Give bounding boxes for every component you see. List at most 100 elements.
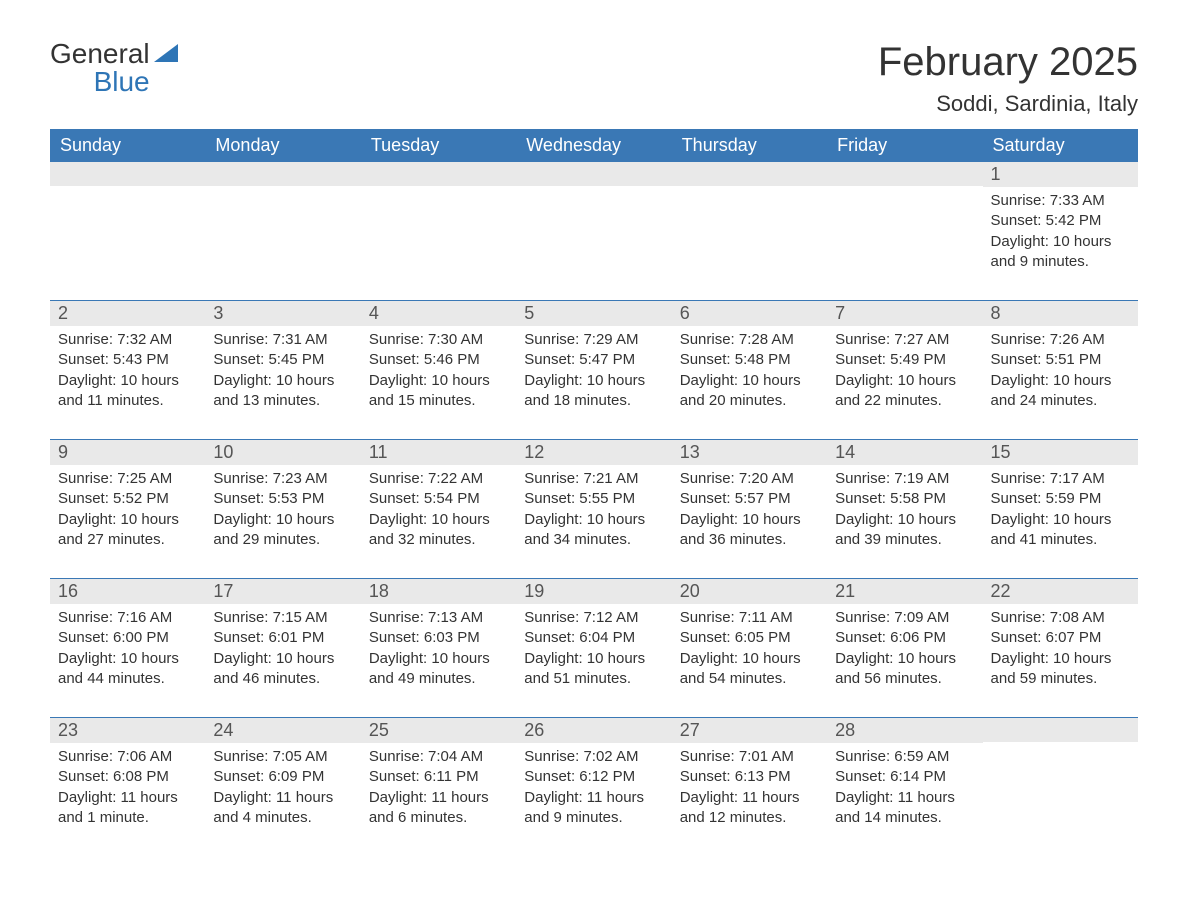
daylight-text: Daylight: 10 hours and 56 minutes. (835, 649, 974, 690)
day-details: Sunrise: 7:08 AMSunset: 6:07 PMDaylight:… (983, 604, 1138, 695)
daylight-text: Daylight: 10 hours and 46 minutes. (213, 649, 352, 690)
day-details: Sunrise: 7:30 AMSunset: 5:46 PMDaylight:… (361, 326, 516, 417)
day-details: Sunrise: 7:01 AMSunset: 6:13 PMDaylight:… (672, 743, 827, 834)
sunset-text: Sunset: 6:11 PM (369, 767, 508, 787)
daylight-text: Daylight: 10 hours and 54 minutes. (680, 649, 819, 690)
day-number: 19 (516, 579, 671, 604)
day-number: 17 (205, 579, 360, 604)
sunset-text: Sunset: 5:46 PM (369, 350, 508, 370)
daylight-text: Daylight: 11 hours and 6 minutes. (369, 788, 508, 829)
day-details: Sunrise: 7:12 AMSunset: 6:04 PMDaylight:… (516, 604, 671, 695)
day-number: 16 (50, 579, 205, 604)
day-number: 21 (827, 579, 982, 604)
day-number: 20 (672, 579, 827, 604)
sunrise-text: Sunrise: 7:33 AM (991, 191, 1130, 211)
daylight-text: Daylight: 10 hours and 15 minutes. (369, 371, 508, 412)
daylight-text: Daylight: 10 hours and 27 minutes. (58, 510, 197, 551)
day-details: Sunrise: 7:05 AMSunset: 6:09 PMDaylight:… (205, 743, 360, 834)
sunrise-text: Sunrise: 7:02 AM (524, 747, 663, 767)
day-cell: 10Sunrise: 7:23 AMSunset: 5:53 PMDayligh… (205, 440, 360, 556)
day-cell: 3Sunrise: 7:31 AMSunset: 5:45 PMDaylight… (205, 301, 360, 417)
sunset-text: Sunset: 5:52 PM (58, 489, 197, 509)
day-cell: 19Sunrise: 7:12 AMSunset: 6:04 PMDayligh… (516, 579, 671, 695)
daylight-text: Daylight: 10 hours and 49 minutes. (369, 649, 508, 690)
sunrise-text: Sunrise: 7:08 AM (991, 608, 1130, 628)
sunrise-text: Sunrise: 7:30 AM (369, 330, 508, 350)
sunrise-text: Sunrise: 7:13 AM (369, 608, 508, 628)
day-number: 27 (672, 718, 827, 743)
day-cell: 22Sunrise: 7:08 AMSunset: 6:07 PMDayligh… (983, 579, 1138, 695)
sunrise-text: Sunrise: 7:26 AM (991, 330, 1130, 350)
day-cell: 20Sunrise: 7:11 AMSunset: 6:05 PMDayligh… (672, 579, 827, 695)
sunrise-text: Sunrise: 6:59 AM (835, 747, 974, 767)
daylight-text: Daylight: 10 hours and 51 minutes. (524, 649, 663, 690)
sunrise-text: Sunrise: 7:09 AM (835, 608, 974, 628)
day-number: 5 (516, 301, 671, 326)
day-number: 7 (827, 301, 982, 326)
daylight-text: Daylight: 11 hours and 4 minutes. (213, 788, 352, 829)
day-cell: 9Sunrise: 7:25 AMSunset: 5:52 PMDaylight… (50, 440, 205, 556)
weeks-container: 1Sunrise: 7:33 AMSunset: 5:42 PMDaylight… (50, 162, 1138, 834)
day-details: Sunrise: 7:33 AMSunset: 5:42 PMDaylight:… (983, 187, 1138, 278)
day-details: Sunrise: 7:13 AMSunset: 6:03 PMDaylight:… (361, 604, 516, 695)
sunrise-text: Sunrise: 7:15 AM (213, 608, 352, 628)
day-number: 18 (361, 579, 516, 604)
sunset-text: Sunset: 5:45 PM (213, 350, 352, 370)
day-details: Sunrise: 7:23 AMSunset: 5:53 PMDaylight:… (205, 465, 360, 556)
day-cell: 25Sunrise: 7:04 AMSunset: 6:11 PMDayligh… (361, 718, 516, 834)
sunrise-text: Sunrise: 7:16 AM (58, 608, 197, 628)
day-cell-empty (205, 162, 360, 278)
brand-logo: General Blue (50, 40, 178, 96)
day-cell-empty (983, 718, 1138, 834)
day-cell: 12Sunrise: 7:21 AMSunset: 5:55 PMDayligh… (516, 440, 671, 556)
day-number: 14 (827, 440, 982, 465)
sunrise-text: Sunrise: 7:17 AM (991, 469, 1130, 489)
daylight-text: Daylight: 10 hours and 11 minutes. (58, 371, 197, 412)
weekday-header-row: SundayMondayTuesdayWednesdayThursdayFrid… (50, 129, 1138, 162)
day-number (205, 162, 360, 186)
day-details: Sunrise: 7:19 AMSunset: 5:58 PMDaylight:… (827, 465, 982, 556)
daylight-text: Daylight: 10 hours and 24 minutes. (991, 371, 1130, 412)
sunrise-text: Sunrise: 7:01 AM (680, 747, 819, 767)
daylight-text: Daylight: 10 hours and 34 minutes. (524, 510, 663, 551)
sunset-text: Sunset: 5:58 PM (835, 489, 974, 509)
day-cell: 5Sunrise: 7:29 AMSunset: 5:47 PMDaylight… (516, 301, 671, 417)
day-details: Sunrise: 7:31 AMSunset: 5:45 PMDaylight:… (205, 326, 360, 417)
day-cell: 27Sunrise: 7:01 AMSunset: 6:13 PMDayligh… (672, 718, 827, 834)
day-details: Sunrise: 7:16 AMSunset: 6:00 PMDaylight:… (50, 604, 205, 695)
week-row: 23Sunrise: 7:06 AMSunset: 6:08 PMDayligh… (50, 717, 1138, 834)
sunset-text: Sunset: 6:12 PM (524, 767, 663, 787)
day-number: 1 (983, 162, 1138, 187)
sunset-text: Sunset: 6:05 PM (680, 628, 819, 648)
day-cell: 28Sunrise: 6:59 AMSunset: 6:14 PMDayligh… (827, 718, 982, 834)
sunset-text: Sunset: 5:54 PM (369, 489, 508, 509)
sunset-text: Sunset: 5:55 PM (524, 489, 663, 509)
daylight-text: Daylight: 10 hours and 41 minutes. (991, 510, 1130, 551)
day-cell-empty (361, 162, 516, 278)
day-number: 8 (983, 301, 1138, 326)
sunset-text: Sunset: 6:13 PM (680, 767, 819, 787)
day-cell: 17Sunrise: 7:15 AMSunset: 6:01 PMDayligh… (205, 579, 360, 695)
day-number: 23 (50, 718, 205, 743)
day-cell: 14Sunrise: 7:19 AMSunset: 5:58 PMDayligh… (827, 440, 982, 556)
day-details: Sunrise: 7:32 AMSunset: 5:43 PMDaylight:… (50, 326, 205, 417)
sunset-text: Sunset: 6:03 PM (369, 628, 508, 648)
week-row: 9Sunrise: 7:25 AMSunset: 5:52 PMDaylight… (50, 439, 1138, 556)
month-title: February 2025 (878, 40, 1138, 85)
sunrise-text: Sunrise: 7:31 AM (213, 330, 352, 350)
sunset-text: Sunset: 5:59 PM (991, 489, 1130, 509)
location-label: Soddi, Sardinia, Italy (878, 91, 1138, 117)
sunset-text: Sunset: 5:49 PM (835, 350, 974, 370)
day-details: Sunrise: 7:15 AMSunset: 6:01 PMDaylight:… (205, 604, 360, 695)
brand-part2: Blue (50, 68, 150, 96)
day-details: Sunrise: 7:28 AMSunset: 5:48 PMDaylight:… (672, 326, 827, 417)
day-details: Sunrise: 7:17 AMSunset: 5:59 PMDaylight:… (983, 465, 1138, 556)
day-number: 9 (50, 440, 205, 465)
day-number: 28 (827, 718, 982, 743)
day-cell: 16Sunrise: 7:16 AMSunset: 6:00 PMDayligh… (50, 579, 205, 695)
day-details: Sunrise: 7:26 AMSunset: 5:51 PMDaylight:… (983, 326, 1138, 417)
sunrise-text: Sunrise: 7:29 AM (524, 330, 663, 350)
daylight-text: Daylight: 11 hours and 12 minutes. (680, 788, 819, 829)
week-row: 2Sunrise: 7:32 AMSunset: 5:43 PMDaylight… (50, 300, 1138, 417)
sunrise-text: Sunrise: 7:20 AM (680, 469, 819, 489)
